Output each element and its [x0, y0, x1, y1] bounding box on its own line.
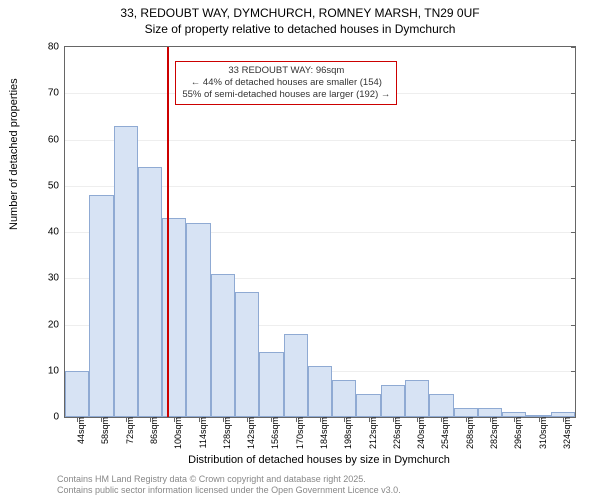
y-tick-mark [571, 325, 576, 326]
histogram-bar [235, 292, 259, 417]
y-tick-label: 80 [48, 42, 65, 53]
x-tick-label: 296sqm [511, 417, 523, 449]
histogram-bar [284, 334, 308, 417]
x-tick-label: 86sqm [147, 417, 159, 444]
annotation-box: 33 REDOUBT WAY: 96sqm← 44% of detached h… [175, 61, 397, 105]
y-tick-label: 20 [48, 319, 65, 330]
histogram-bar [138, 167, 162, 417]
histogram-bar [114, 126, 138, 417]
property-marker-line [167, 47, 169, 417]
histogram-bar [429, 394, 453, 417]
x-tick-label: 44sqm [74, 417, 86, 444]
y-axis-label: Number of detached properties [8, 78, 20, 230]
histogram-bar [211, 274, 235, 417]
x-axis-label: Distribution of detached houses by size … [64, 454, 574, 466]
histogram-bar [478, 408, 502, 417]
histogram-bar [308, 366, 332, 417]
y-tick-mark [571, 186, 576, 187]
footer-line2: Contains public sector information licen… [57, 485, 401, 496]
histogram-bar [65, 371, 89, 417]
x-tick-label: 128sqm [220, 417, 232, 449]
x-tick-label: 198sqm [341, 417, 353, 449]
x-tick-label: 156sqm [268, 417, 280, 449]
x-tick-label: 72sqm [123, 417, 135, 444]
x-tick-label: 310sqm [536, 417, 548, 449]
y-tick-label: 50 [48, 180, 65, 191]
annotation-line: 55% of semi-detached houses are larger (… [182, 89, 390, 101]
x-tick-label: 268sqm [463, 417, 475, 449]
histogram-bar [381, 385, 405, 417]
histogram-bar [454, 408, 478, 417]
y-tick-mark [571, 93, 576, 94]
x-tick-label: 114sqm [196, 417, 208, 448]
y-tick-label: 70 [48, 88, 65, 99]
y-tick-label: 30 [48, 273, 65, 284]
histogram-bar [332, 380, 356, 417]
gridline [65, 140, 575, 141]
y-tick-label: 40 [48, 227, 65, 238]
histogram-plot: 0102030405060708044sqm58sqm72sqm86sqm100… [64, 46, 576, 418]
chart-title: 33, REDOUBT WAY, DYMCHURCH, ROMNEY MARSH… [0, 0, 600, 37]
y-tick-mark [571, 47, 576, 48]
attribution-footer: Contains HM Land Registry data © Crown c… [57, 474, 401, 496]
y-tick-label: 0 [53, 412, 65, 423]
x-tick-label: 324sqm [560, 417, 572, 449]
y-tick-label: 60 [48, 134, 65, 145]
x-tick-label: 282sqm [487, 417, 499, 449]
x-tick-label: 58sqm [98, 417, 110, 444]
x-tick-label: 212sqm [366, 417, 378, 449]
x-tick-label: 100sqm [171, 417, 183, 449]
x-tick-label: 226sqm [390, 417, 402, 449]
x-tick-label: 254sqm [438, 417, 450, 449]
y-tick-label: 10 [48, 365, 65, 376]
title-line2: Size of property relative to detached ho… [0, 22, 600, 38]
histogram-bar [89, 195, 113, 417]
x-tick-label: 184sqm [317, 417, 329, 449]
annotation-line: ← 44% of detached houses are smaller (15… [182, 77, 390, 89]
histogram-bar [162, 218, 186, 417]
x-tick-label: 170sqm [293, 417, 305, 449]
histogram-bar [186, 223, 210, 417]
x-tick-label: 240sqm [414, 417, 426, 449]
annotation-line: 33 REDOUBT WAY: 96sqm [182, 65, 390, 77]
histogram-bar [259, 352, 283, 417]
title-line1: 33, REDOUBT WAY, DYMCHURCH, ROMNEY MARSH… [0, 6, 600, 22]
y-tick-mark [571, 232, 576, 233]
x-tick-label: 142sqm [244, 417, 256, 449]
y-tick-mark [571, 278, 576, 279]
histogram-bar [405, 380, 429, 417]
histogram-bar [356, 394, 380, 417]
y-tick-mark [571, 371, 576, 372]
y-tick-mark [571, 140, 576, 141]
footer-line1: Contains HM Land Registry data © Crown c… [57, 474, 401, 485]
